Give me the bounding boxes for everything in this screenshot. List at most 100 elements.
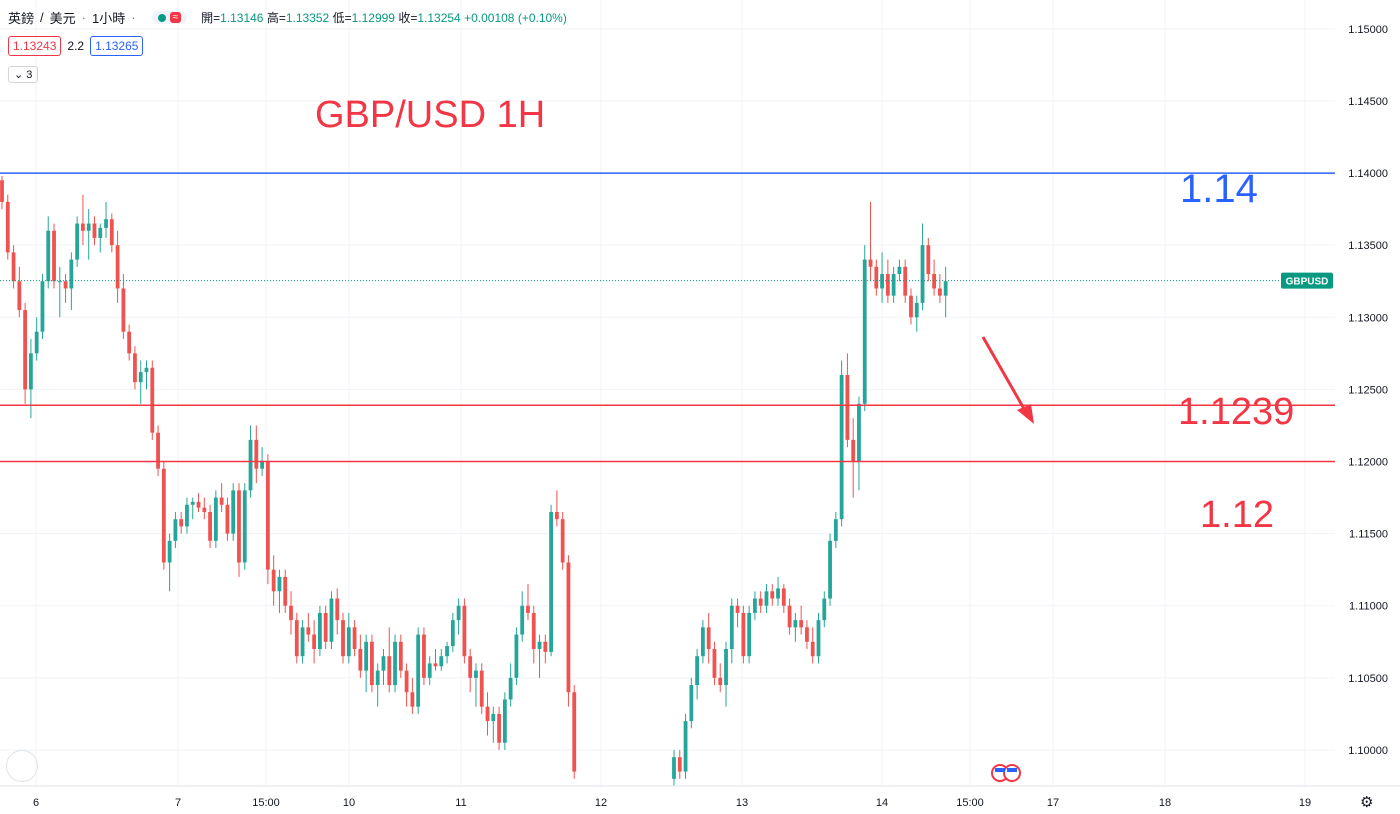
- level-annotation: 1.1239: [1178, 391, 1294, 433]
- candle-up: [144, 360, 149, 390]
- delayed-data-icon: ≈: [169, 12, 182, 23]
- candle-body: [352, 627, 357, 649]
- candle-body: [920, 245, 925, 303]
- candle-body: [86, 223, 91, 231]
- candle-down: [352, 620, 357, 657]
- candle-down: [410, 677, 415, 714]
- candle-down: [479, 663, 484, 714]
- candle-down: [566, 555, 571, 707]
- candle-body: [474, 670, 478, 678]
- candle-up: [329, 591, 334, 649]
- price-axis-background: [1335, 0, 1400, 814]
- candle-down: [758, 591, 763, 613]
- candle-up: [857, 396, 861, 491]
- candle-down: [121, 274, 126, 339]
- candle-down: [133, 346, 137, 390]
- candle-down: [712, 641, 717, 686]
- candle-body: [29, 353, 33, 390]
- candle-body: [185, 504, 189, 527]
- candle-up: [724, 641, 728, 707]
- candle-down: [156, 425, 160, 476]
- level-annotation: 1.12: [1200, 494, 1274, 536]
- candle-up: [104, 201, 108, 238]
- candle-body: [202, 507, 207, 512]
- buy-price-button[interactable]: 1.13265: [90, 36, 144, 56]
- candle-body: [335, 598, 340, 621]
- candle-up: [683, 713, 688, 779]
- horizontal-levels[interactable]: 1.141.140001.12391.123901.121.12000GBPUS…: [0, 165, 1395, 536]
- candle-body: [926, 245, 931, 275]
- candle-body: [156, 432, 160, 469]
- candle-body: [179, 519, 184, 527]
- candle-body: [758, 598, 763, 606]
- candle-up: [508, 663, 513, 707]
- price-tick-label: 1.13500: [1348, 240, 1388, 252]
- candle-down: [271, 555, 276, 606]
- candle-body: [706, 627, 711, 649]
- candle-down: [531, 605, 536, 664]
- candle-body: [63, 281, 68, 289]
- time-tick-label: 6: [33, 797, 39, 809]
- candle-down: [572, 685, 577, 779]
- candle-down: [554, 490, 559, 527]
- candle-up: [364, 634, 369, 693]
- candle-up: [416, 627, 421, 714]
- interval-label[interactable]: 1小時: [92, 11, 126, 26]
- candle-up: [753, 591, 757, 621]
- candle-body: [0, 180, 4, 202]
- candle-down: [485, 692, 490, 736]
- time-axis[interactable]: 6 7 15:00 10 11 12 13 14 15:00 17 18 19: [0, 785, 1400, 809]
- candle-body: [677, 757, 682, 772]
- candle-body: [479, 670, 484, 707]
- candle-body: [341, 620, 345, 657]
- price-axis[interactable]: 1.15000 1.14500 1.14000 1.13500 1.13000 1.125…: [1335, 0, 1400, 814]
- candle-body: [410, 692, 415, 707]
- market-status[interactable]: ≈: [151, 11, 188, 24]
- candle-body: [520, 605, 525, 635]
- candle-body: [242, 490, 247, 563]
- candle-up: [729, 598, 734, 664]
- time-tick-label: 17: [1047, 797, 1059, 809]
- candle-body: [914, 302, 919, 318]
- price-tick-label: 1.12500: [1348, 384, 1388, 396]
- candle-body: [254, 439, 259, 469]
- candle-body: [404, 670, 409, 693]
- candle-body: [554, 511, 559, 520]
- indicators-collapse-button[interactable]: ⌄ 3: [8, 66, 39, 83]
- candle-body: [497, 713, 501, 743]
- candle-body: [526, 605, 530, 613]
- separator-dot: ·: [81, 10, 86, 25]
- candle-body: [364, 641, 369, 671]
- candle-body: [787, 605, 792, 628]
- bid-ask-panel: 1.13243 2.2 1.13265: [8, 36, 144, 56]
- candle-body: [450, 620, 455, 647]
- candlesticks: [0, 175, 948, 786]
- candle-down: [196, 493, 201, 512]
- price-tick-label: 1.11000: [1349, 601, 1388, 613]
- candle-down: [306, 612, 311, 642]
- candle-up: [839, 360, 844, 527]
- gear-icon[interactable]: ⚙: [1360, 794, 1374, 811]
- candle-up: [173, 511, 178, 549]
- scroll-to-realtime-button[interactable]: [6, 750, 38, 782]
- candle-down: [926, 237, 931, 282]
- candle-body: [133, 353, 137, 383]
- candle-up: [381, 648, 386, 686]
- symbol-header[interactable]: 英鎊 / 美元 · 1小時 · ≈ 開=1.13146 高=1.13352 低=…: [8, 8, 567, 27]
- candle-down: [219, 483, 224, 512]
- time-tick-label: 15:00: [252, 797, 280, 809]
- candle-body: [543, 641, 548, 652]
- candle-body: [937, 288, 942, 296]
- us-flag-event-icon[interactable]: [991, 764, 1021, 782]
- candle-up: [393, 634, 397, 693]
- candle-body: [805, 627, 809, 642]
- sell-price-button[interactable]: 1.13243: [8, 36, 62, 56]
- time-tick-label: 18: [1159, 797, 1171, 809]
- candle-body: [695, 656, 700, 686]
- candle-down: [109, 213, 114, 253]
- candle-down: [868, 201, 873, 282]
- candle-up: [450, 612, 455, 652]
- candle-down: [335, 588, 340, 635]
- candle-up: [427, 656, 432, 686]
